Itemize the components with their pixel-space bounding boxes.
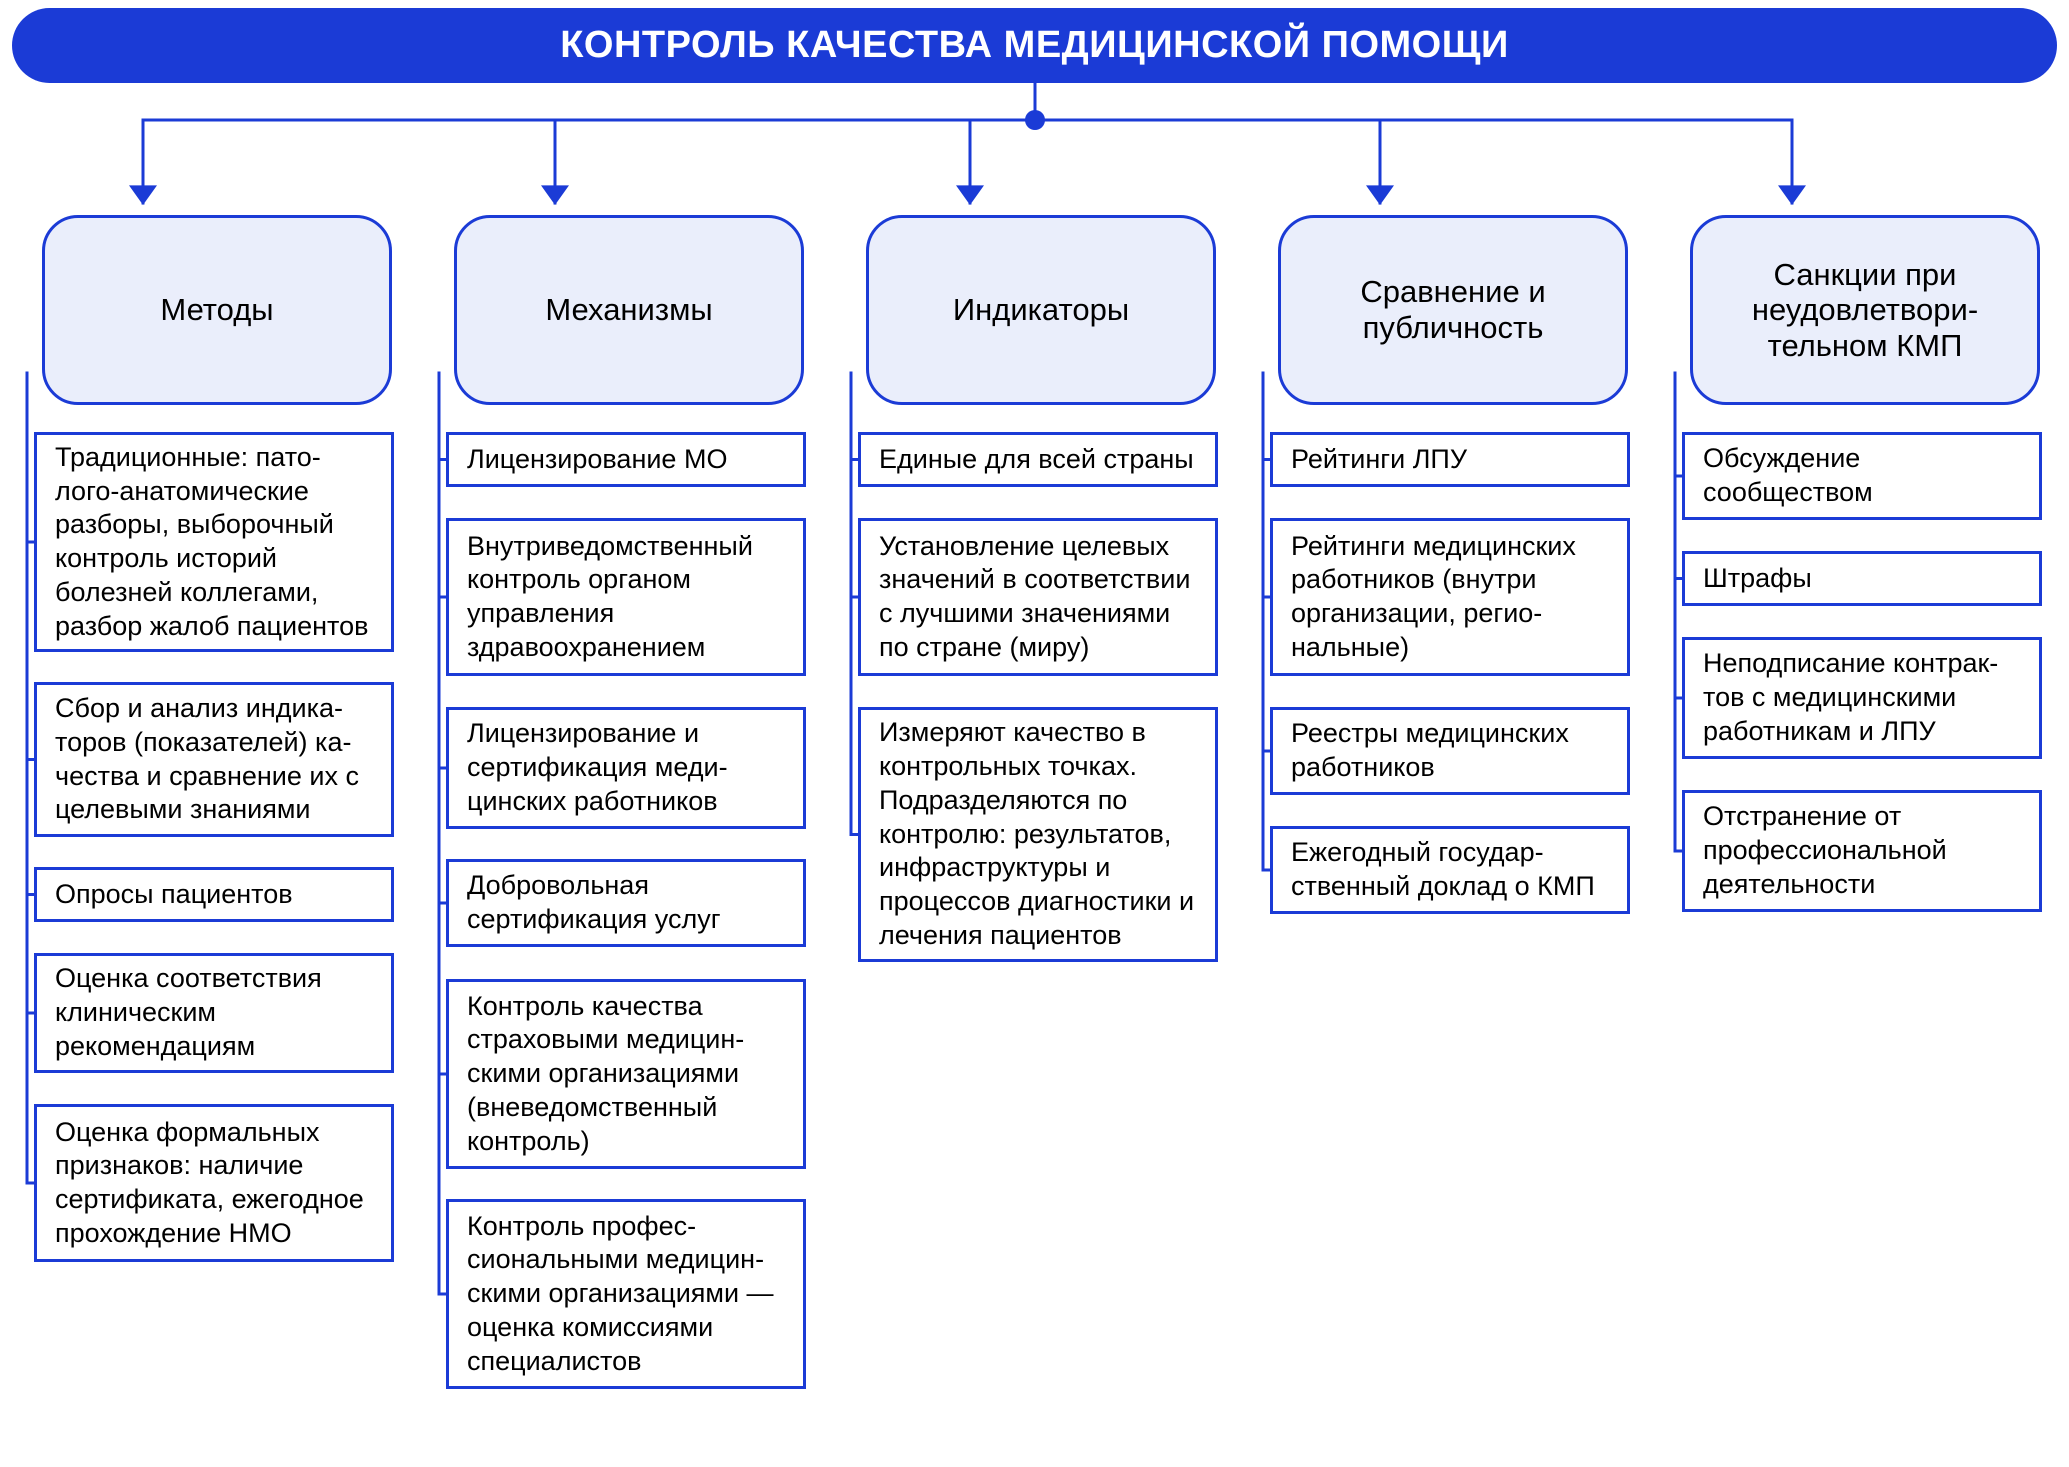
category-box: Методы xyxy=(42,215,392,405)
item-box: Добровольная сертификация услуг xyxy=(446,859,806,947)
item-box: Реестры медицинских работников xyxy=(1270,707,1630,795)
item-text: Измеряют качество в контрольных точках. … xyxy=(879,716,1197,952)
item-box: Неподписание контрак-тов с медицинскими … xyxy=(1682,637,2042,759)
item-box: Контроль профес-сиональными медицин-ским… xyxy=(446,1199,806,1389)
item-text: Обсуждение сообществом xyxy=(1703,442,2021,510)
item-box: Опросы пациентов xyxy=(34,867,394,922)
item-text: Внутриведомственный контроль органом упр… xyxy=(467,530,785,665)
item-box: Контроль качества страховыми медицин-ски… xyxy=(446,979,806,1169)
item-text: Контроль качества страховыми медицин-ски… xyxy=(467,990,785,1159)
item-text: Реестры медицинских работников xyxy=(1291,717,1609,785)
item-box: Обсуждение сообществом xyxy=(1682,432,2042,520)
item-text: Лицензирование и сертификация меди-цинск… xyxy=(467,717,785,818)
item-text: Штрафы xyxy=(1703,562,1812,596)
item-text: Добровольная сертификация услуг xyxy=(467,869,785,937)
item-box: Оценка соответствия клиническим рекоменд… xyxy=(34,953,394,1073)
category-box: Санкции при неудовлетвори-тельном КМП xyxy=(1690,215,2040,405)
item-text: Неподписание контрак-тов с медицинскими … xyxy=(1703,647,2021,748)
item-box: Установление целевых значений в соответс… xyxy=(858,518,1218,676)
item-box: Оценка формальных признаков: наличие сер… xyxy=(34,1104,394,1262)
item-text: Традиционные: пато-лого-анатомические ра… xyxy=(55,441,373,644)
item-box: Единые для всей страны xyxy=(858,432,1218,487)
item-text: Отстранение от профессиональной деятельн… xyxy=(1703,800,2021,901)
category-box: Механизмы xyxy=(454,215,804,405)
item-box: Штрафы xyxy=(1682,551,2042,606)
item-box: Рейтинги ЛПУ xyxy=(1270,432,1630,487)
category-label: Методы xyxy=(160,292,273,328)
diagram-title-text: КОНТРОЛЬ КАЧЕСТВА МЕДИЦИНСКОЙ ПОМОЩИ xyxy=(560,24,1509,67)
category-label: Сравнение и публичность xyxy=(1299,274,1607,345)
item-text: Опросы пациентов xyxy=(55,878,293,912)
item-text: Оценка соответствия клиническим рекоменд… xyxy=(55,962,373,1063)
item-text: Сбор и анализ индика-торов (показателей)… xyxy=(55,692,373,827)
item-text: Ежегодный государ-ственный доклад о КМП xyxy=(1291,836,1609,904)
item-text: Единые для всей страны xyxy=(879,443,1194,477)
item-box: Лицензирование и сертификация меди-цинск… xyxy=(446,707,806,829)
item-box: Рейтинги медицинских работников (внутри … xyxy=(1270,518,1630,676)
category-box: Сравнение и публичность xyxy=(1278,215,1628,405)
item-box: Ежегодный государ-ственный доклад о КМП xyxy=(1270,826,1630,914)
item-box: Лицензирование МО xyxy=(446,432,806,487)
item-box: Измеряют качество в контрольных точках. … xyxy=(858,707,1218,962)
item-text: Рейтинги ЛПУ xyxy=(1291,443,1467,477)
item-text: Установление целевых значений в соответс… xyxy=(879,530,1197,665)
category-box: Индикаторы xyxy=(866,215,1216,405)
item-box: Отстранение от профессиональной деятельн… xyxy=(1682,790,2042,912)
item-box: Традиционные: пато-лого-анатомические ра… xyxy=(34,432,394,652)
item-box: Внутриведомственный контроль органом упр… xyxy=(446,518,806,676)
category-label: Индикаторы xyxy=(953,292,1129,328)
item-text: Рейтинги медицинских работников (внутри … xyxy=(1291,530,1609,665)
item-text: Оценка формальных признаков: наличие сер… xyxy=(55,1116,373,1251)
item-box: Сбор и анализ индика-торов (показателей)… xyxy=(34,682,394,837)
category-label: Санкции при неудовлетвори-тельном КМП xyxy=(1711,257,2019,364)
item-text: Контроль профес-сиональными медицин-ским… xyxy=(467,1210,785,1379)
item-text: Лицензирование МО xyxy=(467,443,727,477)
category-label: Механизмы xyxy=(545,292,712,328)
diagram-title: КОНТРОЛЬ КАЧЕСТВА МЕДИЦИНСКОЙ ПОМОЩИ xyxy=(12,8,2057,83)
